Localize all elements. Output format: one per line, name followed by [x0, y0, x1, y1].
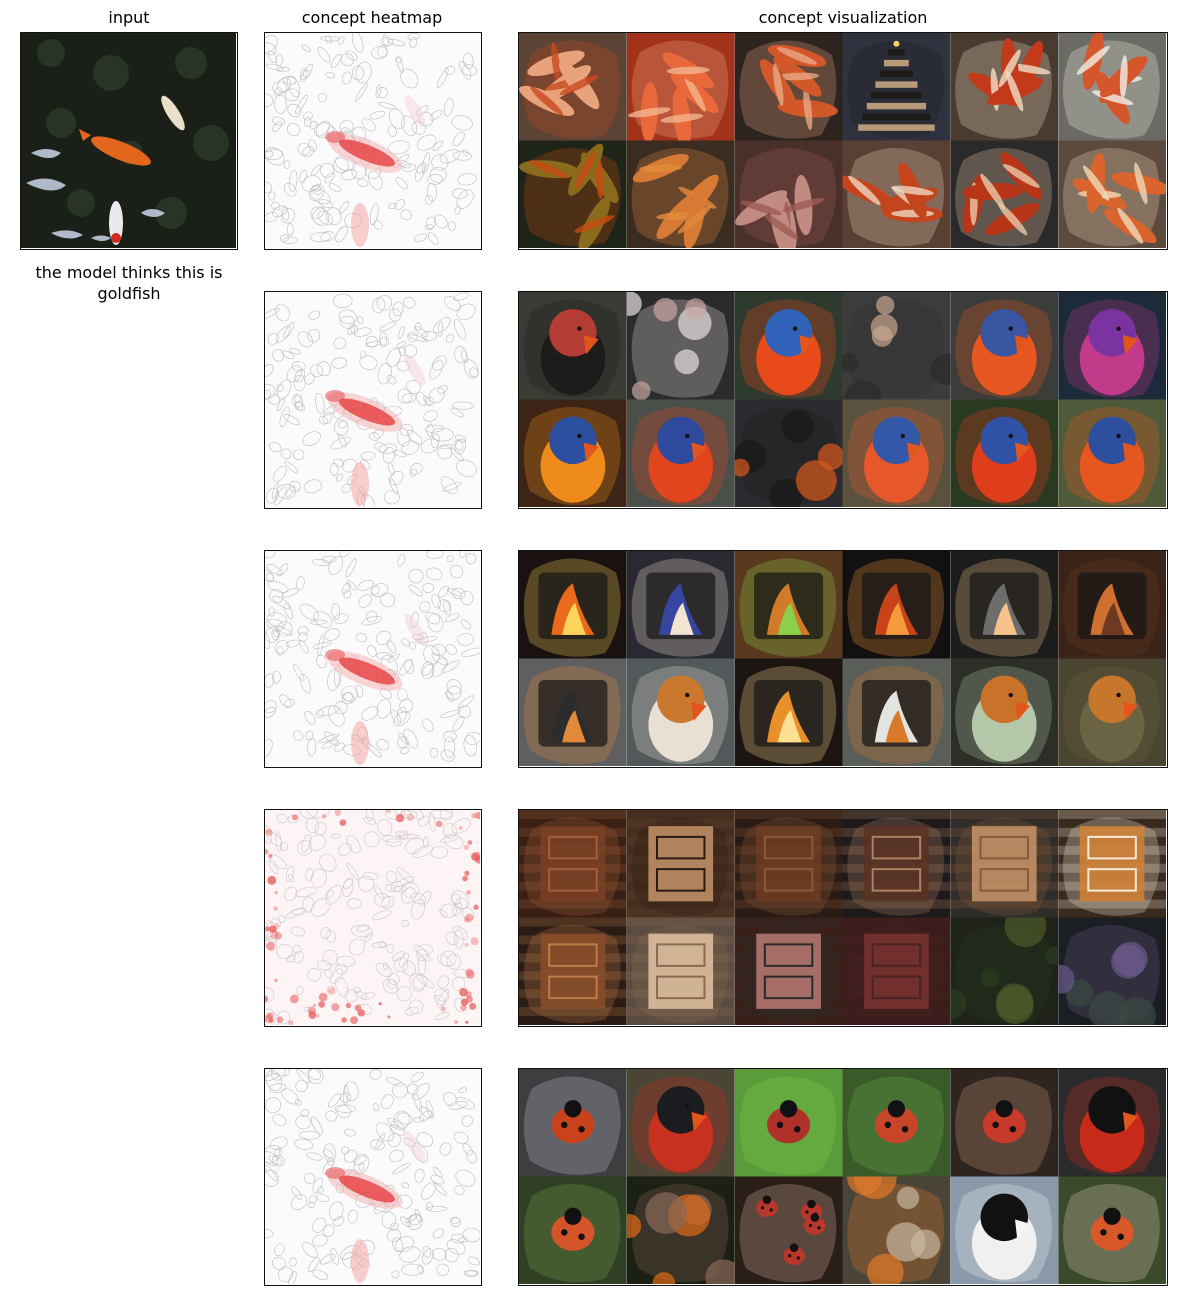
concept-visualization-1 — [518, 32, 1168, 250]
lorikeet-icon — [734, 292, 843, 400]
crab-legs-icon — [1058, 33, 1166, 141]
fireplace-icon — [519, 551, 627, 659]
prediction-caption: the model thinks this is goldfish — [35, 263, 223, 303]
salmon-dish-icon — [734, 140, 843, 248]
ladybug-icon — [734, 1069, 843, 1177]
lorikeet-icon — [519, 399, 627, 507]
pellet-stove-icon — [519, 658, 627, 766]
wood-door-icon — [519, 810, 627, 918]
bird-purple-icon — [1058, 292, 1166, 400]
sea-slug-icon — [626, 292, 735, 400]
input-image — [20, 32, 238, 250]
visualization-grid — [519, 551, 1166, 766]
wood-panel-icon — [626, 917, 735, 1025]
coot-icon — [950, 1176, 1059, 1284]
black-bird-icon — [1058, 1069, 1166, 1177]
crab-legs-icon — [519, 33, 627, 141]
heatmap-column-header: concept heatmap — [301, 8, 443, 27]
ladybug-icon — [842, 1069, 951, 1177]
grate-icon — [1058, 551, 1166, 659]
visualization-column-header: concept visualization — [758, 8, 928, 27]
input-column-header: input — [108, 8, 150, 27]
wood-panel-icon — [626, 810, 735, 918]
visualization-grid — [519, 810, 1166, 1025]
goldfish-bowl-icon — [519, 140, 627, 248]
tree-icon — [1058, 917, 1166, 1025]
lorikeet-icon — [1058, 399, 1166, 507]
blackbird-icon — [626, 1069, 735, 1177]
robin-icon — [1058, 658, 1166, 766]
crab-legs-icon — [734, 33, 843, 141]
lorikeet-icon — [842, 399, 951, 507]
red-panel-icon — [842, 917, 951, 1025]
stove-icon — [626, 551, 735, 659]
pagoda-icon — [842, 33, 951, 141]
fire-glow-icon — [734, 551, 843, 659]
lorikeet-icon — [950, 399, 1059, 507]
crab-legs-icon — [1058, 140, 1166, 248]
concept-visualization-5 — [518, 1068, 1168, 1286]
concept-visualization-4 — [518, 809, 1168, 1027]
flamingo-icon — [519, 292, 627, 400]
fireplace-icon — [842, 551, 951, 659]
wood-cabinet-icon — [519, 917, 627, 1025]
wood-cabinet-icon — [1058, 810, 1166, 918]
dresser-icon — [950, 810, 1059, 918]
crab-legs-icon — [950, 33, 1059, 141]
pond-icon — [950, 917, 1059, 1025]
visualization-grid — [519, 33, 1166, 248]
fire-glow-icon — [734, 658, 843, 766]
ladybug-icon — [519, 1069, 627, 1177]
lorikeet-icon — [626, 399, 735, 507]
chainsaw-icon — [626, 1176, 735, 1284]
heatmap-image — [265, 810, 480, 1025]
person-lying-icon — [842, 292, 951, 400]
crab-claw-icon — [626, 140, 735, 248]
tool-icon — [734, 399, 843, 507]
dresser-icon — [842, 810, 951, 918]
concept-visualization-3 — [518, 550, 1168, 768]
heatmap-image — [265, 292, 480, 507]
crab-legs-icon — [842, 140, 951, 248]
robin-icon — [626, 658, 735, 766]
concept-heatmap-2 — [264, 291, 482, 509]
red-panel-icon — [734, 917, 843, 1025]
concept-heatmap-1 — [264, 32, 482, 250]
koi-pond-photo-icon — [21, 33, 236, 248]
crab-legs-icon — [626, 33, 735, 141]
concept-heatmap-5 — [264, 1068, 482, 1286]
concept-heatmap-4 — [264, 809, 482, 1027]
oven-icon — [842, 658, 951, 766]
ladybug-icon — [519, 1176, 627, 1284]
owls-icon — [842, 1176, 951, 1284]
heatmap-image — [265, 1069, 480, 1284]
concept-heatmap-3 — [264, 550, 482, 768]
heatmap-image — [265, 551, 480, 766]
lorikeet-icon — [950, 292, 1059, 400]
heatmap-image — [265, 33, 480, 248]
visualization-grid — [519, 292, 1166, 507]
visualization-grid — [519, 1069, 1166, 1284]
wood-door-icon — [734, 810, 843, 918]
ladybug-icon — [950, 1069, 1059, 1177]
ladybug-cluster-icon — [734, 1176, 843, 1284]
crab-legs-icon — [950, 140, 1059, 248]
ladybug-icon — [1058, 1176, 1166, 1284]
stove-icon — [950, 551, 1059, 659]
concept-visualization-2 — [518, 291, 1168, 509]
robin-icon — [950, 658, 1059, 766]
